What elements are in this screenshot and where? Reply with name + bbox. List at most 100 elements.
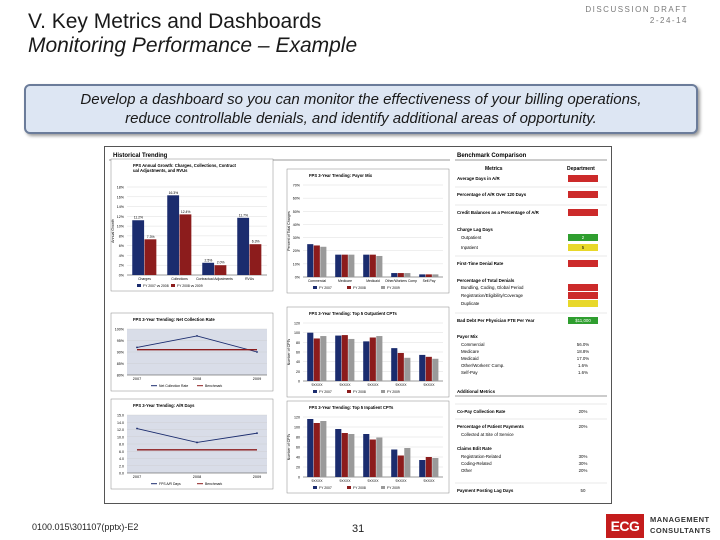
company-logo: ECG MANAGEMENT CONSULTANTS xyxy=(606,511,720,540)
legend-swatch xyxy=(347,390,351,393)
benchmark-metric: Charge Lag Days xyxy=(457,227,493,232)
bar xyxy=(397,455,404,477)
dashboard-canvas: Historical Trending Benchmark Comparison… xyxy=(109,153,607,494)
bar xyxy=(320,421,327,477)
department-col-header: Department xyxy=(567,166,595,172)
y-tick-label: 10% xyxy=(293,262,301,266)
bar-data-label: 11.2% xyxy=(134,216,143,220)
bar xyxy=(419,274,426,277)
chart-1: FPS Annual Growth: Charges, Collections,… xyxy=(110,158,274,292)
y-tick-label: 15.0 xyxy=(117,414,124,418)
y-axis-label: Number of CPTs xyxy=(287,434,291,461)
bar-data-label: 12.4% xyxy=(181,210,191,214)
chart-title: FPS Annual Growth: Charges, Collections,… xyxy=(133,163,237,168)
bar xyxy=(419,354,426,381)
benchmark-value: 1.6% xyxy=(578,363,588,368)
y-tick-label: 100 xyxy=(294,426,300,430)
bar xyxy=(432,358,439,381)
benchmark-value: 5 xyxy=(582,245,585,250)
x-tick-label: 2007 xyxy=(133,475,141,479)
legend-swatch xyxy=(313,486,317,489)
callout-line-2: reduce controllable denials, and identif… xyxy=(125,110,597,127)
y-tick-label: 100 xyxy=(294,331,300,335)
legend-entry: FY 2007 xyxy=(319,286,332,290)
bar xyxy=(249,244,262,275)
benchmark-metric: Bad Debt Per Physician FTE Per Year xyxy=(457,318,535,323)
status-cell xyxy=(568,300,598,307)
y-tick-label: 12% xyxy=(117,215,125,219)
benchmark-metric: Medicare xyxy=(461,349,480,354)
draft-label: DISCUSSION DRAFT xyxy=(585,5,688,14)
legend-swatch xyxy=(347,486,351,489)
legend-swatch xyxy=(171,284,175,287)
benchmark-value: 30% xyxy=(579,454,588,459)
status-cell xyxy=(568,234,598,241)
y-tick-label: 6.0 xyxy=(119,450,124,454)
benchmark-metric: Duplicate xyxy=(461,301,480,306)
y-tick-label: 80 xyxy=(296,436,300,440)
bar xyxy=(335,254,342,277)
x-tick-label: Contractual Adjustments xyxy=(196,277,233,281)
bar xyxy=(432,274,439,277)
bar xyxy=(376,255,383,277)
bar xyxy=(348,254,355,277)
benchmark-value: 20% xyxy=(579,409,588,414)
benchmark-metric: First-Time Denial Rate xyxy=(457,261,504,266)
x-tick-label: RVUs xyxy=(245,277,254,281)
bar xyxy=(397,352,404,381)
bar xyxy=(202,262,215,275)
y-tick-label: 80 xyxy=(296,341,300,345)
y-tick-label: 0% xyxy=(119,274,125,278)
y-tick-label: 12.0 xyxy=(117,428,124,432)
y-tick-label: 95% xyxy=(117,339,125,343)
status-cell xyxy=(568,292,598,299)
bar xyxy=(348,338,355,381)
legend-entry: FY 2008 vs 2009 xyxy=(177,284,203,288)
bar xyxy=(335,335,342,381)
y-tick-label: 40 xyxy=(296,456,300,460)
bar xyxy=(432,458,439,477)
benchmark-value: 2 xyxy=(582,235,585,240)
bar-data-label: 11.7% xyxy=(239,213,248,217)
y-tick-label: 2.0 xyxy=(119,464,124,468)
x-tick-label: Self-Pay xyxy=(423,279,436,283)
x-tick-label: 2009 xyxy=(253,377,261,381)
benchmark-metric: Percentage of Patient Payments xyxy=(457,424,524,429)
benchmark-metric: Registration/Eligibility/Coverage xyxy=(461,293,524,298)
status-cell xyxy=(568,191,598,198)
benchmark-metric: Payment Posting Lag Days xyxy=(457,488,514,493)
x-tick-label: Collections xyxy=(171,277,188,281)
benchmark-metric: Commercial xyxy=(461,342,484,347)
y-tick-label: 60 xyxy=(296,351,300,355)
chart-2: FPS 3-Year Trending: Payor Mix 0% 10% 20% 30… xyxy=(286,168,450,294)
bar xyxy=(391,348,398,381)
bar xyxy=(404,273,411,277)
y-tick-label: 20 xyxy=(296,466,300,470)
legend-entry: FY 2007 vs 2008 xyxy=(143,284,169,288)
benchmark-metric: Average Days in A/R xyxy=(457,176,500,181)
bar xyxy=(419,460,426,477)
benchmark-heading: Benchmark Comparison xyxy=(457,153,527,159)
x-tick-label: 9XXXX xyxy=(424,479,436,483)
bar xyxy=(307,419,314,477)
legend-swatch xyxy=(347,286,351,289)
benchmark-value: $11,000 xyxy=(575,318,591,323)
draft-stamp: DISCUSSION DRAFT 2-24-14 xyxy=(585,4,688,26)
y-tick-label: 70% xyxy=(293,184,301,188)
bar-data-label: 6.3% xyxy=(252,240,260,244)
benchmark-metric: Inpatient xyxy=(461,245,479,250)
x-tick-label: 9XXXX xyxy=(368,479,380,483)
bar xyxy=(404,448,411,477)
bar xyxy=(363,434,370,477)
legend-entry: FY 2007 xyxy=(319,486,332,490)
bar xyxy=(307,332,314,381)
bar-data-label: 7.3% xyxy=(147,235,155,239)
y-tick-label: 0% xyxy=(295,276,301,280)
legend-entry: FY 2009 xyxy=(387,286,400,290)
y-tick-label: 0 xyxy=(298,476,300,480)
bar xyxy=(391,273,398,277)
y-tick-label: 60 xyxy=(296,446,300,450)
chart-title: FPS 3-Year Trending: A/R Days xyxy=(133,403,195,408)
bar xyxy=(425,274,432,277)
y-tick-label: 30% xyxy=(293,236,301,240)
